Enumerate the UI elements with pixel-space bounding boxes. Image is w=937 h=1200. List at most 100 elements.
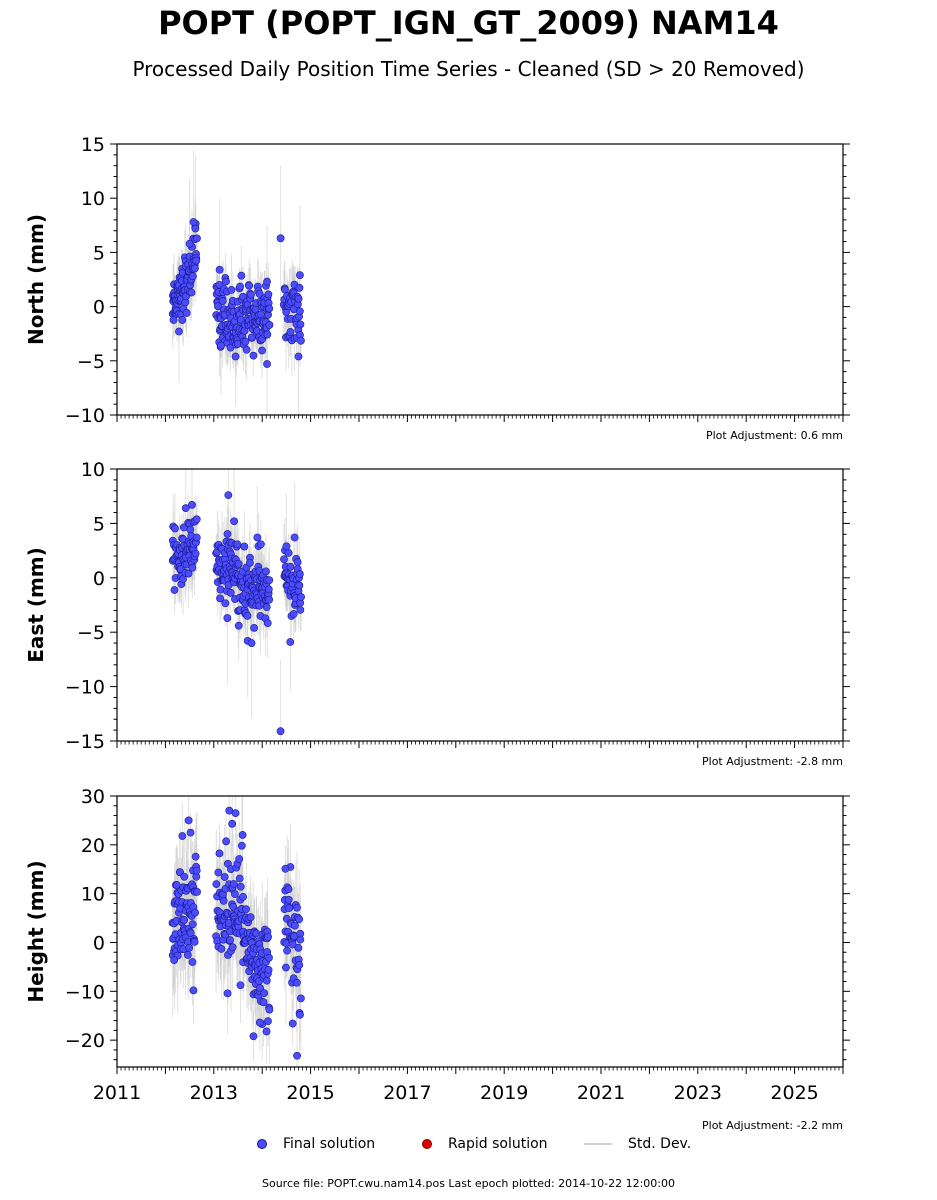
- y-tick-label: −20: [65, 1030, 105, 1052]
- y-tick-label: 0: [93, 568, 105, 590]
- final-solution-point: [184, 569, 193, 578]
- final-solution-point: [296, 605, 305, 614]
- final-solution-point: [229, 902, 238, 911]
- final-solution-point: [223, 530, 232, 538]
- final-solution-point: [264, 932, 272, 941]
- final-solution-point: [231, 809, 240, 817]
- final-solution-point: [259, 998, 268, 1007]
- final-solution-point: [171, 524, 179, 533]
- final-solution-point: [192, 256, 201, 265]
- legend-item-rapid: Rapid solution: [422, 1136, 548, 1152]
- panel-2: −15 −10 −5 0 5 10 East (mm) Plot Adjustment: -2…: [24, 459, 850, 768]
- final-solution-point: [280, 555, 288, 564]
- final-solution-point: [295, 915, 304, 924]
- final-solution-point: [284, 548, 293, 557]
- final-solution-point: [216, 594, 224, 603]
- final-solution-point: [226, 588, 235, 597]
- final-solution-point: [191, 264, 199, 273]
- data-points: [168, 806, 305, 1060]
- final-solution-point: [230, 517, 239, 526]
- rapid-solution-marker: [422, 1139, 432, 1149]
- final-solution-point: [290, 533, 299, 542]
- final-solution-point: [292, 978, 301, 987]
- final-solution-point: [265, 304, 274, 313]
- final-solution-point: [224, 491, 233, 500]
- final-solution-point: [295, 307, 304, 316]
- final-solution-point: [178, 832, 187, 840]
- final-solution-point: [255, 289, 264, 298]
- x-tick-label: 2017: [383, 1082, 431, 1104]
- final-solution-point: [191, 549, 200, 558]
- final-solution-point: [297, 336, 305, 345]
- legend-item-final: Final solution: [257, 1136, 375, 1152]
- final-solution-point: [265, 953, 273, 962]
- y-tick-label: −10: [65, 405, 105, 427]
- final-solution-point: [263, 330, 272, 339]
- x-tick-label: 2015: [286, 1082, 334, 1104]
- final-solution-point: [193, 234, 201, 243]
- plot-adjustment-label: Plot Adjustment: -2.2 mm: [702, 1119, 843, 1132]
- final-solution-point: [247, 333, 256, 342]
- y-axis-label: East (mm): [24, 547, 48, 663]
- final-solution-point: [233, 540, 242, 549]
- final-solution-point: [283, 946, 291, 955]
- chart-title: POPT (POPT_IGN_GT_2009) NAM14: [158, 4, 779, 42]
- final-solution-point: [237, 841, 246, 850]
- final-solution-point: [181, 504, 190, 513]
- final-solution-point: [220, 873, 229, 881]
- final-solution-point: [188, 920, 197, 929]
- final-solution-point: [226, 936, 234, 944]
- final-solution-point: [297, 593, 305, 601]
- final-solution-point: [276, 727, 285, 736]
- error-bars: [172, 469, 302, 741]
- final-solution-point: [295, 961, 304, 969]
- final-solution-point: [294, 352, 303, 361]
- y-tick-label: 30: [81, 786, 105, 808]
- data-layer: [168, 469, 305, 741]
- final-solution-point: [242, 345, 251, 354]
- y-tick-label: 5: [93, 242, 105, 264]
- final-solution-point: [189, 218, 198, 226]
- final-solution-point: [178, 316, 187, 324]
- final-solution-point: [296, 994, 305, 1003]
- final-solution-point: [190, 937, 199, 946]
- source-footer: Source file: POPT.cwu.nam14.pos Last epo…: [261, 1177, 676, 1190]
- y-tick-label: −10: [65, 677, 105, 699]
- final-solution-point: [265, 595, 274, 604]
- final-solution-point: [291, 921, 299, 930]
- final-solution-point: [169, 316, 178, 324]
- x-tick-label: 2013: [190, 1082, 238, 1104]
- final-solution-point: [227, 285, 236, 294]
- final-solution-point: [223, 989, 232, 998]
- y-tick-label: −5: [77, 351, 105, 373]
- final-solution-point: [221, 599, 230, 608]
- final-solution-point: [188, 563, 197, 572]
- final-solution-point: [296, 935, 305, 944]
- final-solution-point: [189, 986, 198, 995]
- final-solution-point: [262, 603, 271, 612]
- final-solution-point: [184, 816, 193, 825]
- panel-3: −20 −10 0 10 20 30 2011 2013 2015 2017 2019 2021 202…: [24, 786, 850, 1132]
- final-solution-point: [296, 1010, 304, 1019]
- final-solution-point: [293, 1051, 301, 1060]
- final-solution-point: [282, 963, 290, 972]
- final-solution-point: [239, 892, 247, 901]
- final-solution-point: [180, 916, 189, 924]
- final-solution-point: [295, 570, 304, 578]
- final-solution-point: [260, 989, 269, 998]
- final-solution-point: [229, 880, 238, 888]
- final-solution-point: [286, 638, 295, 646]
- final-solution-point: [289, 610, 298, 618]
- final-solution-point: [246, 913, 255, 922]
- final-solution-point: [255, 1018, 264, 1027]
- final-solution-marker: [257, 1139, 267, 1149]
- final-solution-point: [192, 866, 201, 875]
- final-solution-point: [186, 828, 195, 837]
- final-solution-point: [223, 614, 232, 622]
- final-solution-point: [265, 1005, 274, 1014]
- y-axis-label: North (mm): [24, 214, 48, 345]
- y-tick-label: −15: [65, 731, 105, 753]
- data-points: [168, 491, 305, 736]
- y-tick-label: 5: [93, 513, 105, 535]
- x-tick-label: 2019: [480, 1082, 528, 1104]
